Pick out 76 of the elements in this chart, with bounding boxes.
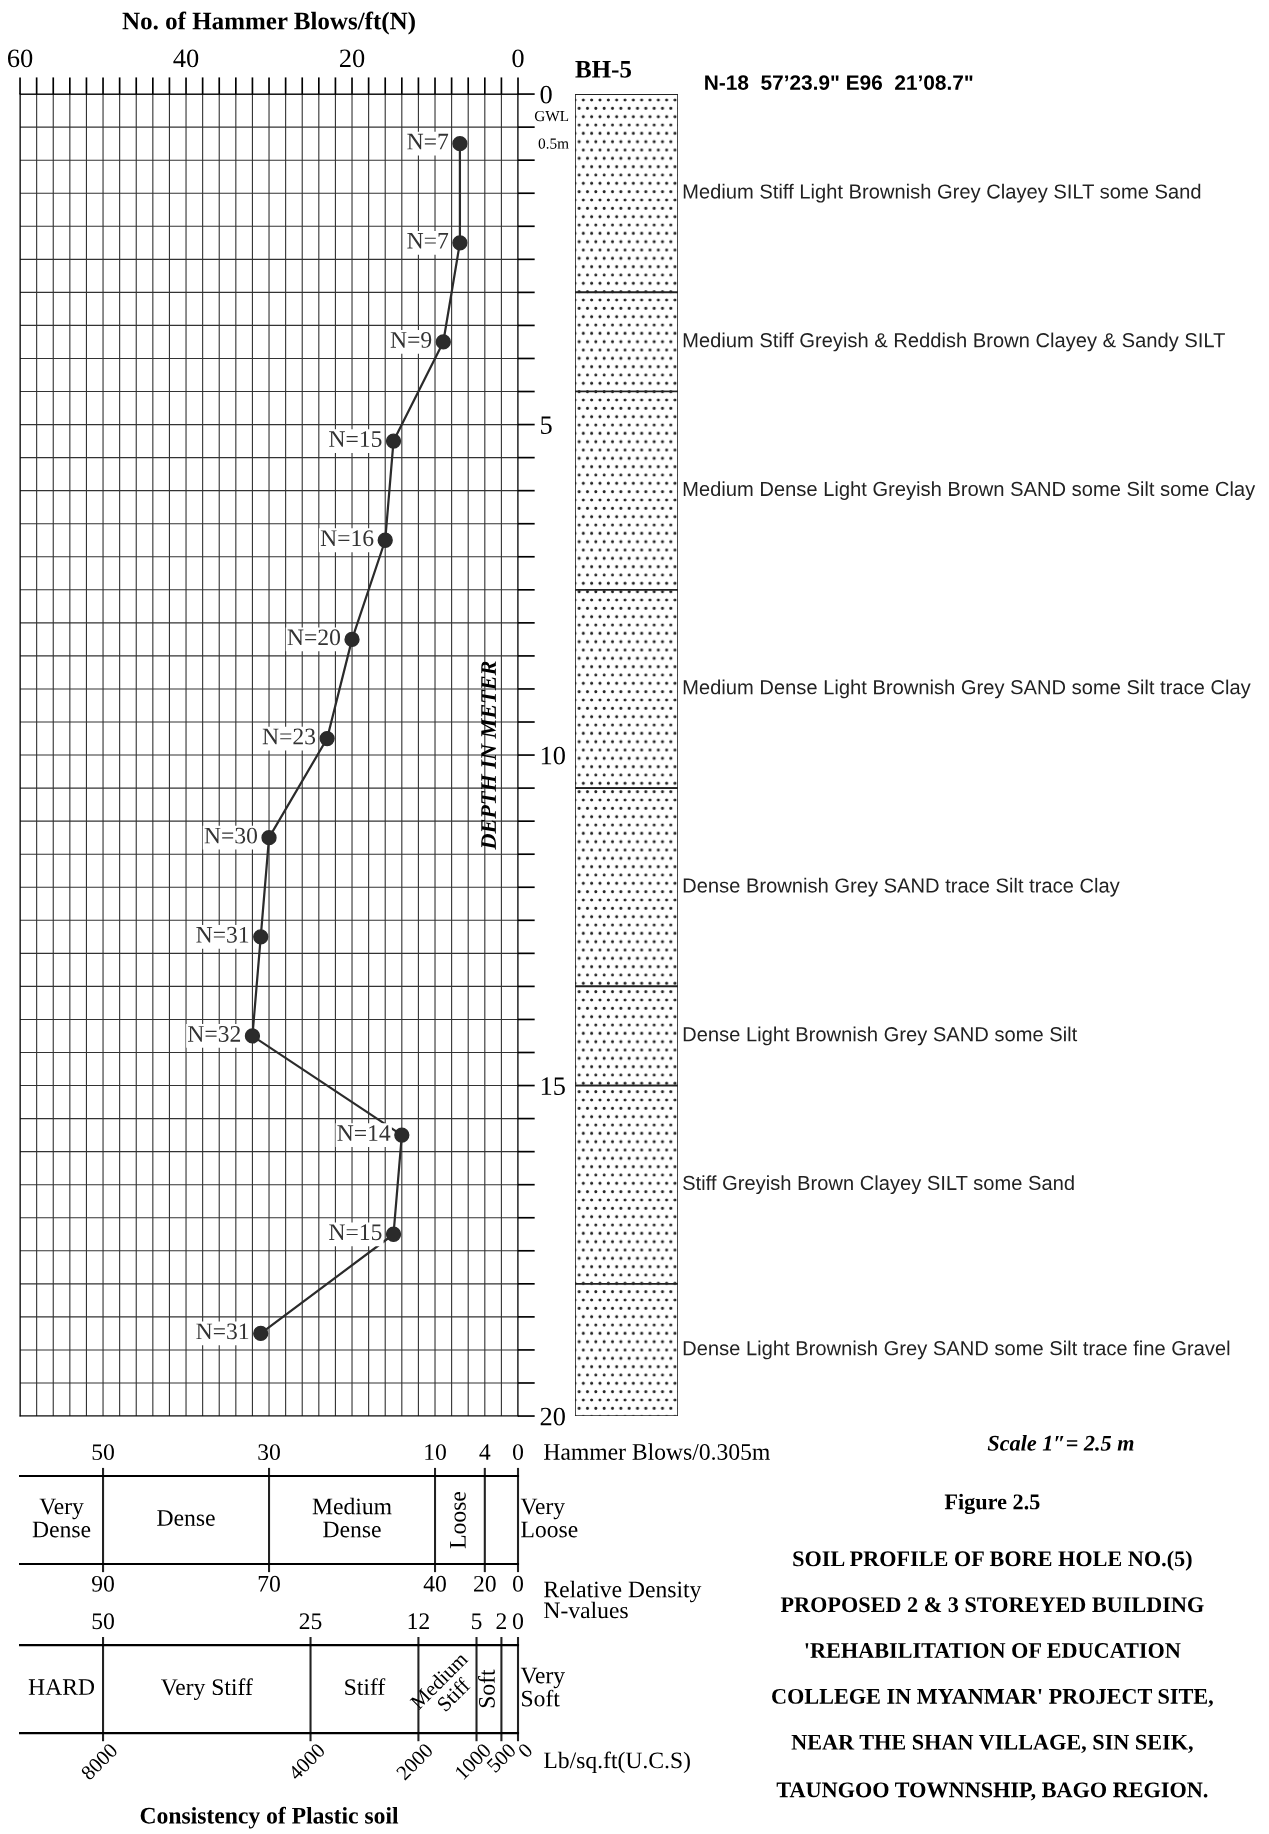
text: 0: [513, 1444, 524, 1461]
text: Lb/sq.ft(U.C.S): [544, 1751, 690, 1774]
text: Dense Light Brownish Grey SAND some Silt: [683, 1026, 1078, 1046]
text: PROPOSED 2 & 3 STOREYED BUILDING: [780, 1597, 1204, 1613]
data-label: N=20: [287, 629, 341, 646]
text: BH-5: [575, 61, 632, 78]
y-tick-label: 20: [540, 1407, 565, 1426]
text: 'REHABILITATION OF EDUCATION: [805, 1643, 1181, 1658]
text: 40: [423, 1575, 446, 1592]
text: 2: [496, 1613, 507, 1629]
caption: Figure 2.5: [944, 1493, 1040, 1515]
text: Consistency of Plastic soil: [140, 1806, 399, 1829]
text: Very Stiff: [161, 1678, 253, 1700]
text: 4000: [287, 1742, 326, 1782]
text: Stiff: [345, 1678, 386, 1696]
text: 0: [513, 1613, 524, 1630]
y-tick-label: 10: [541, 746, 565, 765]
x-tick-label: 20: [339, 49, 365, 68]
data-label: N=14: [337, 1125, 391, 1141]
text: Medium Dense Light Greyish Brown SAND some Silt some Clay: [683, 481, 1256, 501]
x-tick-label: 40: [173, 49, 199, 68]
data-label: N=16: [320, 530, 374, 547]
text: TAUNGOO TOWNNSHIP, BAGO REGION.: [776, 1782, 1208, 1801]
data-label: N=31: [196, 926, 249, 943]
text: 12: [408, 1613, 429, 1629]
x-tick-label: 0: [512, 49, 524, 68]
text: 50: [92, 1613, 114, 1630]
text: Dense: [157, 1510, 215, 1526]
data-label: N=32: [188, 1026, 241, 1042]
text: Hammer Blows/0.305m: [544, 1443, 770, 1461]
text: Very Loose: [520, 1498, 578, 1538]
text: 4: [479, 1444, 491, 1460]
text: Medium Dense: [312, 1497, 392, 1538]
text: 0: [517, 1742, 534, 1759]
data-label: N=31: [196, 1323, 249, 1340]
data-label: N=7: [407, 133, 449, 150]
text: N-18 57’23.9" E96 21’08.7": [705, 75, 973, 90]
text: NEAR THE SHAN VILLAGE, SIN SEIK,: [791, 1734, 1193, 1753]
text: Medium Stiff Greyish & Reddish Brown Clayey & Sandy SILT: [683, 332, 1225, 352]
text: 20: [474, 1575, 496, 1592]
text: Very Dense: [32, 1498, 91, 1538]
text: 50: [92, 1444, 114, 1461]
text: N-values: [544, 1601, 628, 1619]
y-tick-label: 0: [540, 85, 552, 104]
data-label: N=15: [329, 431, 382, 448]
text: 0: [513, 1575, 524, 1592]
y-axis-title: DEPTH IN METER: [481, 661, 496, 850]
text: Dense Light Brownish Grey SAND some Silt trace fine Gravel: [683, 1340, 1230, 1360]
y-tick-label: 5: [541, 416, 552, 434]
text: 90: [92, 1575, 114, 1592]
text: HARD: [28, 1679, 95, 1695]
data-label: N=30: [204, 827, 258, 844]
text: Very Soft: [520, 1667, 565, 1707]
data-label: N=7: [407, 233, 449, 249]
text: 30: [258, 1444, 280, 1461]
text: 25: [299, 1613, 322, 1630]
x-tick-label: 60: [7, 49, 33, 68]
text: 5: [471, 1613, 482, 1630]
text: Soft: [478, 1669, 495, 1708]
text: 70: [258, 1575, 280, 1592]
text: SOIL PROFILE OF BORE HOLE NO.(5): [793, 1550, 1192, 1571]
text: Medium Stiff Light Brownish Grey Clayey SILT some Sand: [683, 183, 1201, 203]
x-axis-title: No. of Hammer Blows/ft(N): [122, 11, 415, 35]
text: Loose: [450, 1491, 466, 1549]
text: Scale 1″= 2.5 m: [987, 1435, 1134, 1451]
text: Dense Brownish Grey SAND trace Silt trace Clay: [683, 877, 1120, 897]
text: GWL: [534, 110, 569, 122]
text: 0.5m: [538, 138, 569, 149]
y-tick-label: 15: [541, 1077, 565, 1095]
data-label: N=23: [262, 728, 316, 745]
text: Medium Dense Light Brownish Grey SAND some Silt trace Clay: [683, 679, 1251, 699]
text: COLLEGE IN MYANMAR' PROJECT SITE,: [772, 1688, 1213, 1708]
data-label: N=15: [329, 1224, 382, 1241]
text: Stiff Greyish Brown Clayey SILT some Sand: [683, 1175, 1074, 1195]
data-label: N=9: [390, 331, 432, 348]
text: 10: [425, 1444, 446, 1461]
